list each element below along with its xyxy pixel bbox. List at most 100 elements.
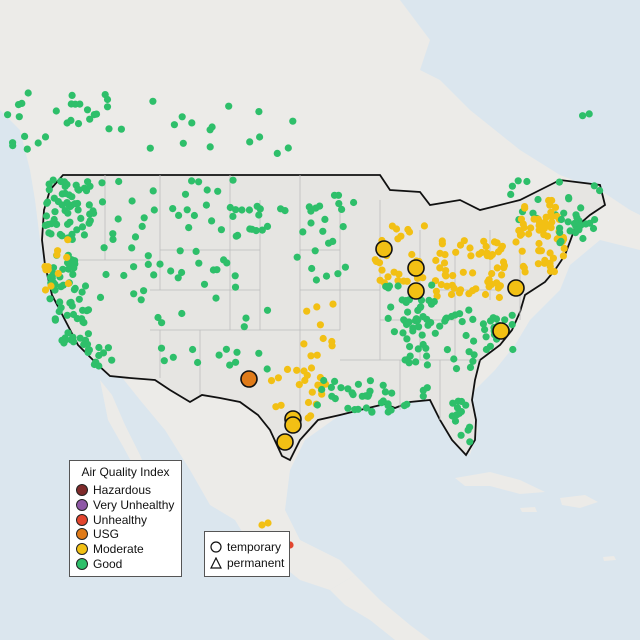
site-marker <box>150 271 158 279</box>
site-marker <box>149 97 157 105</box>
site-marker <box>414 323 422 331</box>
site-marker <box>149 187 157 195</box>
site-marker <box>551 203 560 211</box>
site-marker <box>494 248 503 256</box>
site-marker <box>185 224 193 232</box>
site-marker <box>115 177 123 186</box>
site-marker <box>548 212 556 220</box>
site-marker <box>337 384 345 392</box>
site-marker <box>559 252 568 260</box>
site-marker <box>41 286 50 294</box>
legend-item-unhealthy: Unhealthy <box>76 513 147 527</box>
hudson-bay <box>400 0 500 85</box>
site-marker <box>170 121 178 129</box>
site-marker <box>354 405 362 413</box>
site-marker <box>84 348 92 356</box>
site-marker <box>452 248 460 256</box>
gulf-of-california <box>115 392 165 470</box>
site-marker <box>208 123 216 131</box>
site-marker <box>501 316 509 324</box>
site-marker <box>175 211 183 219</box>
site-marker <box>67 336 75 344</box>
site-marker <box>289 117 297 125</box>
site-marker <box>190 211 198 220</box>
site-marker <box>394 235 402 243</box>
site-marker <box>169 353 177 361</box>
site-marker <box>42 212 51 220</box>
site-marker <box>176 247 184 255</box>
site-marker <box>225 102 233 110</box>
site-marker <box>329 300 337 308</box>
aqi-legend: Air Quality Index Hazardous Very Unhealt… <box>69 460 182 577</box>
site-marker <box>263 306 272 314</box>
site-marker <box>529 209 537 217</box>
site-marker <box>472 285 480 293</box>
site-marker <box>299 228 307 236</box>
site-marker <box>458 318 466 326</box>
site-marker <box>189 345 197 354</box>
site-marker <box>63 253 71 261</box>
site-marker <box>482 333 490 341</box>
site-marker <box>470 337 478 345</box>
site-marker <box>387 303 395 311</box>
site-marker <box>423 384 431 392</box>
site-marker <box>557 215 566 224</box>
site-marker <box>308 388 316 396</box>
site-marker <box>507 190 515 198</box>
site-marker <box>466 363 475 371</box>
site-marker <box>508 182 516 190</box>
site-marker <box>422 344 430 352</box>
us-border <box>41 174 607 462</box>
site-marker <box>263 365 271 373</box>
site-marker <box>441 251 449 259</box>
site-marker <box>469 357 477 365</box>
site-marker <box>51 315 59 323</box>
site-marker <box>490 238 499 246</box>
site-marker <box>384 314 392 322</box>
site-marker <box>307 412 315 420</box>
site-marker <box>368 408 376 416</box>
monitoring-sites <box>4 89 604 549</box>
site-marker <box>100 244 108 252</box>
site-marker <box>341 263 349 271</box>
site-marker <box>220 256 228 264</box>
site-marker <box>71 257 79 265</box>
site-marker <box>512 238 520 246</box>
site-marker <box>437 281 445 289</box>
site-marker <box>178 268 186 277</box>
site-marker <box>538 224 546 232</box>
site-marker <box>66 299 74 307</box>
site-marker <box>63 119 71 127</box>
site-marker <box>384 284 392 292</box>
site-marker <box>258 226 266 234</box>
site-marker <box>564 218 572 226</box>
site-marker <box>384 400 392 408</box>
site-marker <box>412 358 420 366</box>
site-marker <box>83 106 92 114</box>
site-marker <box>58 190 66 198</box>
site-marker <box>77 214 85 222</box>
site-marker <box>74 120 83 128</box>
site-marker <box>284 144 292 152</box>
site-marker <box>436 322 444 330</box>
site-marker <box>404 225 412 234</box>
site-marker <box>390 328 398 336</box>
site-marker <box>546 267 555 275</box>
site-marker <box>316 321 324 329</box>
site-marker <box>212 294 220 302</box>
site-marker <box>509 345 517 354</box>
site-marker <box>394 282 402 290</box>
site-marker <box>457 408 465 416</box>
site-marker <box>56 298 64 306</box>
site-marker <box>105 125 113 133</box>
site-marker <box>194 358 202 367</box>
site-marker <box>381 388 389 396</box>
site-marker <box>232 358 240 366</box>
site-marker <box>21 132 29 140</box>
temporary-site-marker <box>407 259 425 277</box>
site-marker <box>423 361 431 369</box>
site-marker <box>409 327 417 335</box>
jamaica <box>520 507 537 512</box>
site-marker <box>169 205 177 213</box>
site-marker <box>312 204 320 212</box>
